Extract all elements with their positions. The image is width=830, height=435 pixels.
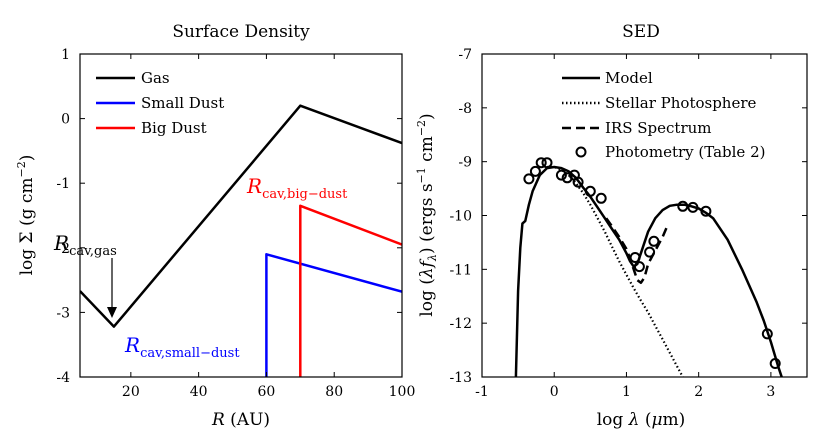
sed-photometry-point <box>584 185 596 197</box>
annotation-rcav-gas-main: R <box>53 231 69 255</box>
sed-xtick-label: 2 <box>694 384 703 400</box>
surface-ticks: 20 40 60 80 100 -4 -3 -2 -1 0 1 <box>56 47 415 400</box>
sed-photometry-point <box>572 176 584 188</box>
annotation-rcav-big-dust-sub: cav,big−dust <box>262 187 348 202</box>
sed-photometry-point <box>700 205 712 217</box>
legend-small-dust-label: Small Dust <box>141 94 224 112</box>
surface-ytick-label: 1 <box>61 47 70 63</box>
sed-photometry-point <box>523 173 535 185</box>
sed-photometry-point <box>644 246 656 258</box>
sed-photometry-point <box>595 192 607 204</box>
surface-xtick-label: 100 <box>389 384 416 400</box>
sed-ticks: -1 0 1 2 3-13-12-11-10-9-8-7 <box>449 47 807 400</box>
surface-ytick-label: -2 <box>56 241 70 257</box>
surface-xlabel: R (AU) <box>211 410 270 430</box>
surface-density-panel: Surface Density 20 40 60 80 100 -4 -3 -2 -1 0 1 R … <box>15 22 415 430</box>
sed-ytick-label: -12 <box>449 316 472 332</box>
sed-plot-area <box>514 157 783 377</box>
legend-model-label: Model <box>605 69 653 87</box>
sed-ytick-label: -13 <box>449 370 472 386</box>
legend-photosphere-label: Stellar Photosphere <box>605 94 757 112</box>
sed-photometry-point <box>555 169 567 181</box>
sed-photometry-point <box>529 165 541 177</box>
surface-ytick-label: -1 <box>56 176 70 192</box>
legend-photometry-label: Photometry (Table 2) <box>605 143 765 161</box>
surface-series-small-dust <box>265 253 402 377</box>
sed-ytick-label: -9 <box>458 155 472 171</box>
sed-photometry-point <box>677 200 689 212</box>
sed-photometry-point <box>535 157 547 169</box>
legend-photometry-marker <box>575 146 587 158</box>
svg-text:Rcav,big−dust: Rcav,big−dust <box>246 174 348 202</box>
sed-photometry-point <box>629 252 641 263</box>
surface-ytick-label: -4 <box>56 370 70 386</box>
surface-title: Surface Density <box>172 22 310 42</box>
sed-legend: Model Stellar Photosphere IRS Spectrum P… <box>562 69 765 161</box>
sed-xlabel: log λ (μm) <box>597 410 686 430</box>
svg-text:Rcav,small−dust: Rcav,small−dust <box>124 333 240 361</box>
annotation-arrowhead <box>107 307 117 318</box>
surface-frame <box>79 53 403 378</box>
sed-ylabel: log (λfλ) (ergs s−1 cm−2) <box>415 113 439 316</box>
sed-ytick-label: -8 <box>458 101 472 117</box>
sed-photometry-point <box>648 235 660 247</box>
sed-xtick-label: -1 <box>475 384 489 400</box>
surface-legend: Gas Small Dust Big Dust <box>96 69 224 137</box>
sed-xtick-label: 3 <box>766 384 775 400</box>
surface-ylabel: log Σ (g cm−2) <box>15 155 37 276</box>
sed-photometry-point <box>633 261 645 273</box>
sed-ytick-label: -7 <box>458 47 472 63</box>
surface-plot-area <box>80 104 402 377</box>
sed-series-stellar-photosphere <box>547 165 684 377</box>
surface-xtick-label: 80 <box>325 384 343 400</box>
annotation-rcav-small-dust: Rcav,small−dust <box>124 333 240 361</box>
surface-ytick-label: -3 <box>56 305 70 321</box>
surface-xtick-label: 40 <box>190 384 208 400</box>
annotation-rcav-gas-sub: cav,gas <box>69 244 117 259</box>
annotation-rcav-small-dust-sub: cav,small−dust <box>140 346 240 361</box>
legend-gas-label: Gas <box>141 69 170 87</box>
sed-series-irs-spectrum <box>605 217 670 285</box>
sed-xtick-label: 0 <box>550 384 559 400</box>
annotation-rcav-small-dust-main: R <box>124 333 140 357</box>
annotation-rcav-gas: Rcav,gas <box>53 231 117 318</box>
legend-irs-label: IRS Spectrum <box>605 119 712 137</box>
sed-photometry-point <box>687 201 699 213</box>
sed-photometry-point <box>769 358 781 369</box>
annotation-rcav-big-dust-main: R <box>246 174 262 198</box>
sed-photometry-point <box>761 328 773 340</box>
legend-big-dust-label: Big Dust <box>141 119 207 137</box>
sed-title: SED <box>622 22 660 42</box>
annotation-rcav-big-dust: Rcav,big−dust <box>246 174 348 202</box>
surface-series-gas <box>80 104 402 328</box>
sed-ytick-label: -11 <box>449 262 472 278</box>
sed-panel: SED -1 0 1 2 3-13-12-11-10-9-8-7 log λ (μm) … <box>415 22 808 430</box>
sed-ytick-label: -10 <box>449 209 472 225</box>
sed-series-model <box>514 165 783 377</box>
sed-photometry-point <box>541 157 553 169</box>
surface-xtick-label: 20 <box>122 384 140 400</box>
surface-series-big-dust <box>299 204 402 377</box>
svg-text:Rcav,gas: Rcav,gas <box>53 231 117 259</box>
sed-xtick-label: 1 <box>622 384 631 400</box>
surface-xtick-label: 60 <box>258 384 276 400</box>
surface-ytick-label: 0 <box>61 112 70 128</box>
